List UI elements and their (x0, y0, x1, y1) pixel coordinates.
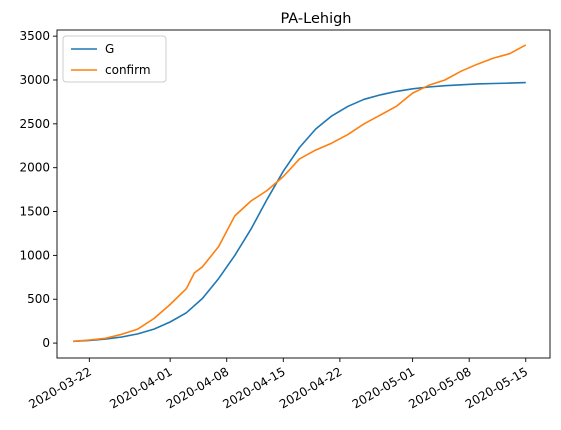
x-tick-label: 2020-05-08 (406, 364, 473, 411)
x-tick-label: 2020-04-15 (220, 364, 287, 411)
y-tick-label: 1000 (19, 248, 50, 262)
x-axis: 2020-03-22 2020-04-012020-04-082020-04-15… (26, 358, 530, 411)
y-tick-label: 3000 (19, 73, 50, 87)
x-tick-label: 2020-04-08 (164, 364, 231, 411)
y-tick-label: 3500 (19, 29, 50, 43)
y-tick-label: 1500 (19, 205, 50, 219)
y-tick-label: 2500 (19, 117, 50, 131)
plot-frame (56, 29, 551, 359)
x-tick-label: 2020-05-15 (463, 364, 530, 411)
chart-title: PA-Lehigh (280, 11, 351, 27)
legend-label: G (105, 42, 114, 56)
plot-area (56, 29, 551, 359)
series-layer (73, 44, 527, 343)
series-line-confirm (73, 44, 527, 343)
series-line-G (73, 81, 526, 343)
x-tick-label: 2020-03-22 (26, 364, 93, 411)
x-tick-label: 2020-04-22 (277, 364, 344, 411)
y-tick-label: 2000 (19, 161, 50, 175)
y-tick-label: 500 (27, 292, 50, 306)
y-tick-label: 0 (42, 336, 50, 350)
x-tick-label: 2020-05-01 (350, 364, 417, 411)
x-tick-label: 2020-04-01 (107, 364, 174, 411)
y-axis: 0 500 1000 1500 2000 2500 3000 3500 (19, 29, 57, 350)
legend-label: confirm (105, 63, 151, 77)
